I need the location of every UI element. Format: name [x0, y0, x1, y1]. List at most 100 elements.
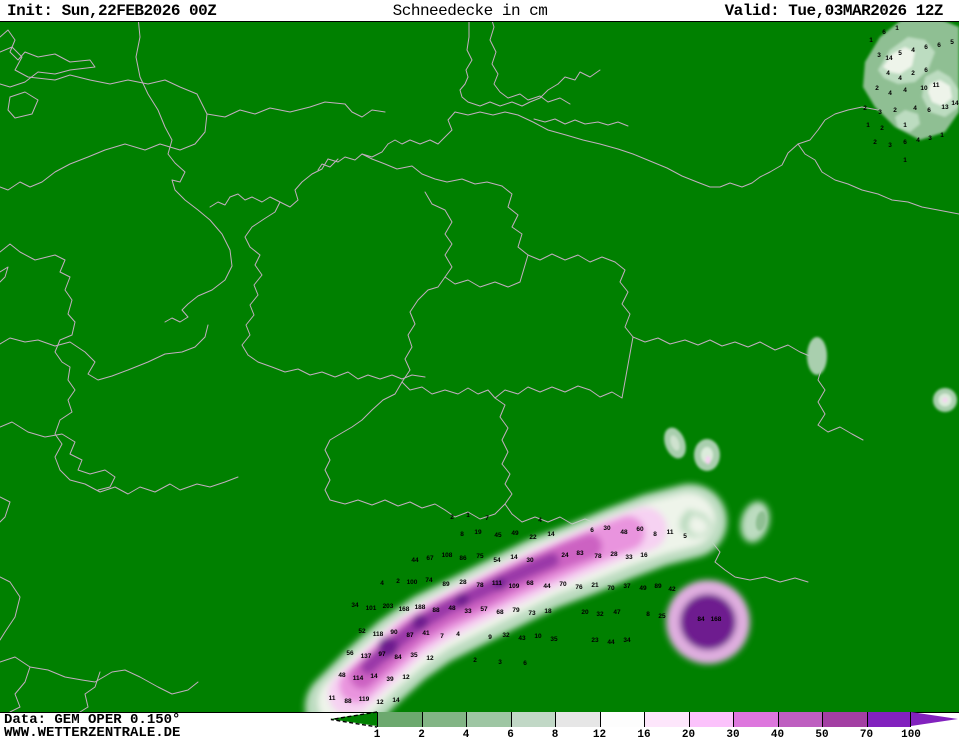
- svg-text:14: 14: [951, 100, 959, 107]
- svg-text:44: 44: [607, 639, 615, 646]
- svg-text:4: 4: [898, 75, 902, 82]
- svg-text:3: 3: [878, 109, 882, 116]
- svg-text:89: 89: [654, 583, 662, 590]
- svg-text:57: 57: [480, 606, 488, 613]
- svg-text:118: 118: [373, 631, 384, 638]
- svg-text:137: 137: [361, 653, 372, 660]
- svg-text:12: 12: [402, 674, 410, 681]
- svg-text:4: 4: [911, 47, 915, 54]
- svg-text:4: 4: [888, 90, 892, 97]
- svg-text:76: 76: [575, 584, 583, 591]
- svg-text:8: 8: [460, 531, 464, 538]
- svg-text:100: 100: [407, 579, 418, 586]
- svg-text:33: 33: [464, 608, 472, 615]
- svg-text:87: 87: [406, 632, 414, 639]
- svg-text:7: 7: [485, 515, 489, 522]
- svg-text:2: 2: [893, 107, 897, 114]
- svg-text:1: 1: [866, 122, 870, 129]
- svg-text:35: 35: [410, 652, 418, 659]
- svg-text:4: 4: [456, 631, 460, 638]
- svg-text:24: 24: [561, 552, 569, 559]
- svg-text:14: 14: [547, 531, 555, 538]
- svg-text:5: 5: [950, 39, 954, 46]
- svg-text:33: 33: [625, 554, 633, 561]
- svg-text:4: 4: [538, 517, 542, 524]
- svg-text:56: 56: [346, 650, 354, 657]
- svg-text:90: 90: [390, 629, 398, 636]
- svg-text:168: 168: [711, 616, 722, 623]
- svg-text:47: 47: [613, 609, 621, 616]
- svg-text:6: 6: [924, 44, 928, 51]
- svg-text:1: 1: [466, 512, 470, 519]
- svg-text:88: 88: [432, 607, 440, 614]
- svg-text:119: 119: [359, 696, 370, 703]
- svg-text:16: 16: [640, 552, 648, 559]
- svg-text:11: 11: [933, 82, 940, 89]
- svg-text:2: 2: [450, 514, 454, 521]
- svg-text:6: 6: [903, 139, 907, 146]
- svg-text:43: 43: [518, 635, 526, 642]
- svg-text:3: 3: [498, 659, 502, 666]
- svg-text:23: 23: [591, 637, 599, 644]
- svg-text:2: 2: [880, 125, 884, 132]
- svg-text:68: 68: [496, 609, 504, 616]
- svg-text:6: 6: [523, 660, 527, 667]
- svg-text:10: 10: [920, 85, 928, 92]
- svg-text:78: 78: [594, 553, 602, 560]
- svg-text:70: 70: [559, 581, 567, 588]
- svg-text:18: 18: [544, 608, 552, 615]
- svg-text:5: 5: [898, 50, 902, 57]
- svg-text:39: 39: [386, 676, 394, 683]
- svg-text:203: 203: [383, 603, 394, 610]
- svg-text:75: 75: [476, 553, 484, 560]
- svg-text:88: 88: [344, 698, 352, 705]
- svg-text:1: 1: [869, 37, 873, 44]
- svg-text:9: 9: [488, 634, 492, 641]
- svg-text:45: 45: [494, 532, 502, 539]
- svg-text:32: 32: [502, 632, 510, 639]
- svg-text:97: 97: [378, 651, 386, 658]
- svg-text:4: 4: [903, 87, 907, 94]
- svg-text:30: 30: [526, 557, 534, 564]
- svg-text:48: 48: [338, 672, 346, 679]
- svg-text:74: 74: [425, 577, 433, 584]
- svg-text:86: 86: [459, 555, 467, 562]
- svg-text:108: 108: [442, 552, 453, 559]
- svg-text:1: 1: [903, 157, 907, 164]
- svg-text:3: 3: [877, 52, 881, 59]
- svg-text:14: 14: [510, 554, 518, 561]
- svg-text:19: 19: [474, 529, 482, 536]
- svg-text:34: 34: [623, 637, 631, 644]
- svg-text:79: 79: [512, 607, 520, 614]
- svg-text:44: 44: [411, 557, 419, 564]
- svg-text:3: 3: [928, 135, 932, 142]
- svg-text:70: 70: [607, 585, 615, 592]
- svg-text:12: 12: [376, 699, 384, 706]
- svg-text:52: 52: [358, 628, 366, 635]
- svg-text:30: 30: [603, 525, 611, 532]
- svg-text:168: 168: [399, 606, 410, 613]
- svg-text:14: 14: [392, 697, 400, 704]
- svg-text:12: 12: [426, 655, 434, 662]
- svg-text:11: 11: [667, 529, 674, 536]
- svg-text:83: 83: [576, 550, 584, 557]
- svg-text:21: 21: [591, 582, 599, 589]
- svg-text:37: 37: [623, 583, 631, 590]
- svg-text:1: 1: [940, 132, 944, 139]
- svg-text:10: 10: [534, 633, 542, 640]
- svg-text:6: 6: [937, 42, 941, 49]
- svg-text:14: 14: [885, 55, 893, 62]
- svg-text:6: 6: [927, 107, 931, 114]
- svg-text:8: 8: [653, 531, 657, 538]
- svg-text:8: 8: [646, 611, 650, 618]
- svg-text:84: 84: [697, 616, 705, 623]
- svg-text:49: 49: [511, 530, 519, 537]
- svg-text:2: 2: [873, 139, 877, 146]
- svg-text:114: 114: [353, 675, 364, 682]
- svg-text:78: 78: [476, 582, 484, 589]
- svg-text:188: 188: [415, 604, 426, 611]
- svg-text:42: 42: [668, 586, 676, 593]
- svg-text:73: 73: [528, 610, 536, 617]
- svg-text:2: 2: [875, 85, 879, 92]
- svg-text:6: 6: [590, 527, 594, 534]
